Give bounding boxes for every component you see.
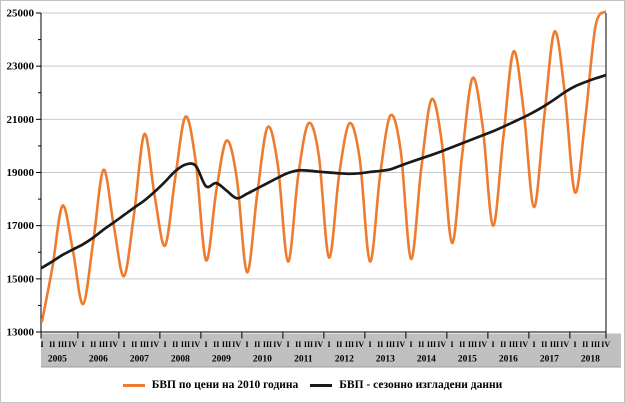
svg-text:III: III: [222, 340, 231, 349]
svg-text:IV: IV: [68, 340, 77, 349]
svg-text:II: II: [213, 340, 219, 349]
legend-line-orange-icon: [122, 383, 145, 387]
y-gridlines: [41, 12, 606, 280]
legend-label-gdp-seasonally-adjusted: БВП - сезонно изгладени данни: [339, 379, 503, 391]
svg-text:IV: IV: [478, 340, 487, 349]
svg-text:II: II: [336, 340, 342, 349]
svg-text:21000: 21000: [7, 114, 35, 126]
svg-text:I: I: [532, 340, 535, 349]
svg-text:2005: 2005: [48, 355, 67, 365]
x-axis-ticks: [40, 332, 607, 339]
svg-text:III: III: [550, 340, 559, 349]
svg-text:17000: 17000: [7, 220, 35, 232]
gdp-2010-prices-line: [41, 10, 606, 323]
gdp-seasonally-adjusted-line: [41, 73, 606, 270]
svg-text:IV: IV: [232, 340, 241, 349]
svg-text:I: I: [573, 340, 576, 349]
svg-text:II: II: [541, 340, 547, 349]
svg-text:III: III: [263, 340, 272, 349]
svg-text:II: II: [377, 340, 383, 349]
chart-legend: БВП по цени на 2010 година БВП - сезонно…: [1, 376, 624, 394]
series-lines: [41, 10, 606, 323]
svg-text:2011: 2011: [294, 355, 313, 365]
svg-text:I: I: [40, 340, 43, 349]
svg-text:III: III: [386, 340, 395, 349]
y-axis-labels: 13000 15000 17000 19000 21000 23000 25000: [7, 8, 35, 339]
svg-text:23000: 23000: [7, 61, 35, 73]
legend-label-gdp-2010-prices: БВП по цени на 2010 година: [151, 379, 299, 391]
svg-text:II: II: [254, 340, 260, 349]
svg-text:19000: 19000: [7, 167, 35, 179]
svg-text:IV: IV: [191, 340, 200, 349]
svg-text:2010: 2010: [253, 355, 272, 365]
svg-text:II: II: [131, 340, 137, 349]
svg-text:III: III: [468, 340, 477, 349]
svg-text:III: III: [99, 340, 108, 349]
svg-text:I: I: [409, 340, 412, 349]
svg-text:2007: 2007: [130, 355, 149, 365]
svg-text:I: I: [450, 340, 453, 349]
svg-text:2012: 2012: [335, 355, 354, 365]
svg-text:2014: 2014: [417, 355, 436, 365]
svg-text:III: III: [304, 340, 313, 349]
svg-text:I: I: [122, 340, 125, 349]
svg-text:15000: 15000: [7, 273, 35, 285]
svg-text:IV: IV: [273, 340, 282, 349]
svg-text:II: II: [172, 340, 178, 349]
svg-text:I: I: [245, 340, 248, 349]
svg-text:IV: IV: [109, 340, 118, 349]
y-axis-ticks: [36, 12, 41, 333]
svg-text:IV: IV: [314, 340, 323, 349]
svg-text:IV: IV: [150, 340, 159, 349]
svg-text:II: II: [582, 340, 588, 349]
svg-text:IV: IV: [519, 340, 528, 349]
svg-text:13000: 13000: [7, 327, 35, 339]
svg-text:2016: 2016: [499, 355, 518, 365]
svg-text:II: II: [500, 340, 506, 349]
svg-text:2013: 2013: [376, 355, 395, 365]
svg-text:25000: 25000: [7, 8, 35, 20]
legend-item-gdp-2010-prices: БВП по цени на 2010 година: [122, 379, 299, 391]
svg-text:III: III: [140, 340, 149, 349]
svg-text:III: III: [509, 340, 518, 349]
svg-text:2017: 2017: [540, 355, 559, 365]
svg-text:III: III: [345, 340, 354, 349]
svg-text:IV: IV: [560, 340, 569, 349]
svg-text:IV: IV: [355, 340, 364, 349]
svg-text:IV: IV: [396, 340, 405, 349]
svg-text:II: II: [90, 340, 96, 349]
svg-text:II: II: [49, 340, 55, 349]
svg-text:IV: IV: [601, 340, 610, 349]
svg-text:2015: 2015: [458, 355, 477, 365]
plot-borders: [40, 12, 607, 333]
svg-text:2018: 2018: [581, 355, 600, 365]
svg-text:IV: IV: [437, 340, 446, 349]
svg-text:2009: 2009: [212, 355, 231, 365]
svg-text:II: II: [459, 340, 465, 349]
svg-text:III: III: [181, 340, 190, 349]
svg-text:I: I: [286, 340, 289, 349]
svg-text:II: II: [418, 340, 424, 349]
svg-text:III: III: [591, 340, 600, 349]
legend-item-gdp-seasonally-adjusted: БВП - сезонно изгладени данни: [310, 379, 502, 391]
svg-text:III: III: [58, 340, 67, 349]
svg-text:I: I: [491, 340, 494, 349]
svg-text:2008: 2008: [171, 355, 190, 365]
svg-text:I: I: [163, 340, 166, 349]
legend-line-black-icon: [310, 383, 333, 387]
x-axis-band: [41, 333, 621, 368]
svg-text:III: III: [427, 340, 436, 349]
svg-text:2006: 2006: [89, 355, 108, 365]
quarter-tick-labels: I II III IV I II III IV I II III IV I II III IV I II III IV…: [40, 340, 610, 349]
year-labels: 2005 2006 2007 2008 2009 2010 2011 2012 2013 2014…: [48, 355, 600, 365]
svg-text:II: II: [295, 340, 301, 349]
svg-text:I: I: [368, 340, 371, 349]
svg-text:I: I: [327, 340, 330, 349]
svg-text:I: I: [81, 340, 84, 349]
svg-text:I: I: [204, 340, 207, 349]
